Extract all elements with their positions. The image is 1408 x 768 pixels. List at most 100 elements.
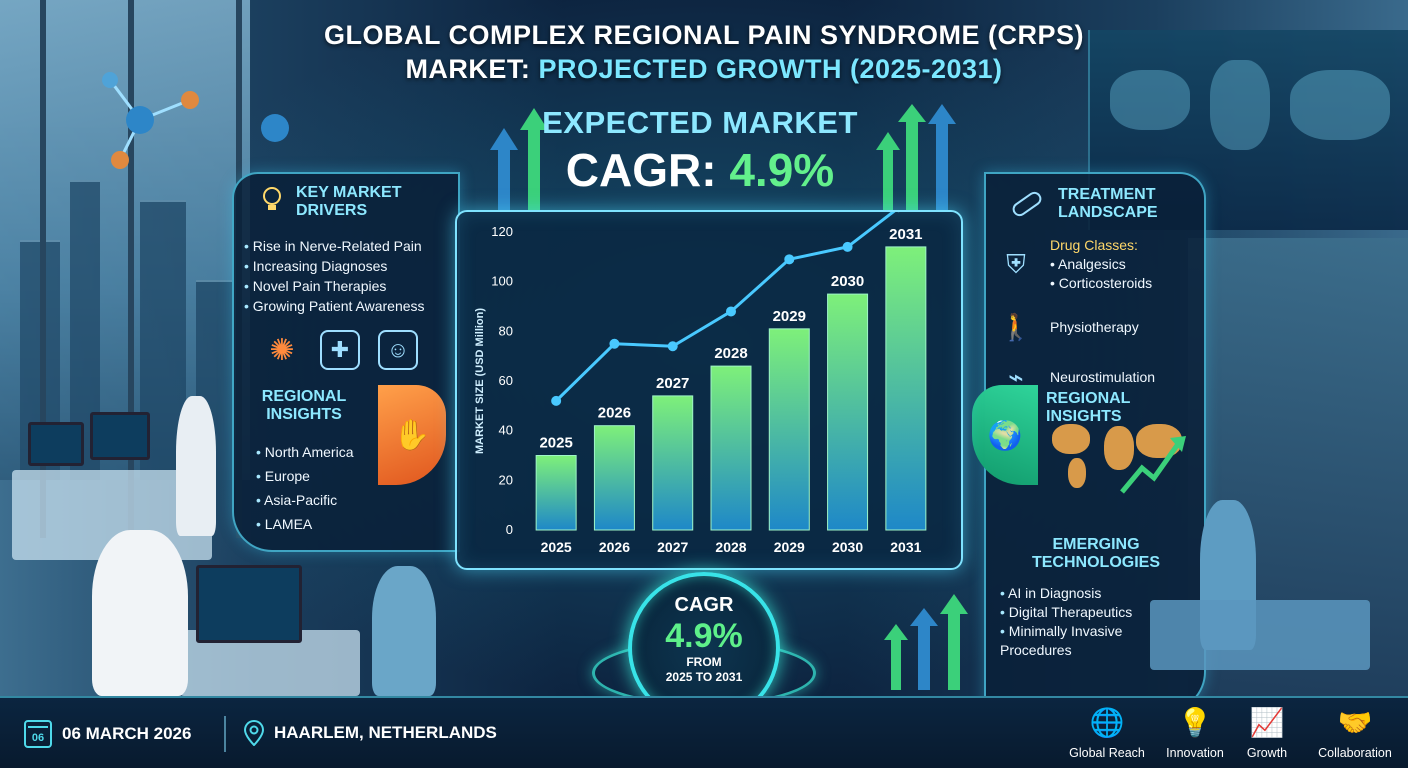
globe-grid-icon: 🌐 bbox=[1089, 706, 1125, 738]
list-item: Novel Pain Therapies bbox=[244, 276, 450, 296]
world-map-icon bbox=[1048, 418, 1188, 498]
headline-cagr-value: 4.9% bbox=[729, 144, 835, 196]
key-drivers-section: KEY MARKET DRIVERS Rise in Nerve-Related… bbox=[244, 184, 450, 370]
location-pin-icon bbox=[244, 720, 264, 746]
headline: EXPECTED MARKET CAGR: 4.9% bbox=[470, 105, 930, 197]
feature-collaboration: 🤝 Collaboration bbox=[1310, 702, 1400, 761]
y-tick-label: 20 bbox=[499, 472, 513, 487]
list-item: LAMEA bbox=[256, 512, 364, 536]
regional-insights-left: REGIONAL INSIGHTS North America Europe A… bbox=[244, 388, 364, 536]
divider bbox=[224, 716, 226, 752]
trend-point bbox=[784, 254, 795, 265]
y-tick-label: 0 bbox=[506, 522, 513, 537]
event-date: 06 06 MARCH 2026 bbox=[24, 720, 191, 748]
neurostimulation-label: Neurostimulation bbox=[1050, 368, 1156, 385]
y-tick-label: 100 bbox=[491, 274, 513, 289]
feature-global-reach: 🌐 Global Reach bbox=[1062, 702, 1152, 761]
bar bbox=[710, 365, 752, 531]
title-line-2: MARKET: PROJECTED GROWTH (2025-2031) bbox=[405, 54, 1003, 84]
patient-group-icon: ☺ bbox=[378, 330, 418, 370]
drivers-icons-row: ✺ ✚ ☺ bbox=[244, 330, 450, 370]
list-item: Increasing Diagnoses bbox=[244, 256, 450, 276]
bar-data-label: 2028 bbox=[714, 345, 747, 362]
cagr-badge-range: 2025 TO 2031 bbox=[665, 670, 743, 684]
drug-classes-label: Drug Classes: bbox=[1050, 237, 1138, 253]
feature-innovation: 💡 Innovation bbox=[1150, 702, 1240, 761]
walking-person-icon: 🚶 bbox=[999, 311, 1033, 342]
list-item: • Corticosteroids bbox=[1050, 275, 1153, 291]
drug-classes-row: ⛨ Drug Classes: • Analgesics • Corticost… bbox=[996, 236, 1196, 293]
regional-insights-title: REGIONAL INSIGHTS bbox=[261, 388, 347, 423]
up-arrows-icon bbox=[884, 594, 968, 690]
footer-bar: 06 06 MARCH 2026 HAARLEM, NETHERLANDS bbox=[0, 696, 1408, 768]
list-item: Minimally Invasive Procedures bbox=[1000, 622, 1196, 660]
regional-insights-right: REGIONAL INSIGHTS bbox=[996, 390, 1196, 426]
list-item: Digital Therapeutics bbox=[1000, 603, 1196, 622]
doctor-figure bbox=[92, 530, 188, 696]
neurostimulation-row: ⌁ Neurostimulation bbox=[996, 357, 1196, 397]
bar-data-label: 2027 bbox=[656, 375, 689, 392]
emerging-technologies-section: EMERGING TECHNOLOGIES AI in Diagnosis Di… bbox=[996, 536, 1196, 660]
regional-insights-right-title: REGIONAL INSIGHTS bbox=[1046, 390, 1131, 425]
y-axis-label: MARKET SIZE (USD Million) bbox=[474, 308, 486, 454]
lightbulb-icon bbox=[263, 187, 281, 210]
bar bbox=[827, 293, 869, 531]
list-item: Growing Patient Awareness bbox=[244, 296, 450, 316]
bar-data-label: 2026 bbox=[598, 405, 631, 422]
x-tick-label: 2027 bbox=[657, 539, 688, 555]
neurostimulation-device-icon: ⌁ bbox=[1008, 361, 1024, 392]
trend-arrow-icon bbox=[1120, 436, 1186, 494]
list-item: AI in Diagnosis bbox=[1000, 584, 1196, 603]
bar bbox=[768, 328, 810, 531]
cagr-badge-from: FROM bbox=[686, 655, 722, 669]
cagr-badge-value: 4.9% bbox=[665, 617, 743, 655]
x-tick-label: 2028 bbox=[715, 539, 746, 555]
trend-point bbox=[551, 395, 562, 406]
trend-point bbox=[726, 306, 736, 317]
key-drivers-title: KEY MARKET DRIVERS bbox=[296, 184, 402, 219]
list-item: • Analgesics bbox=[1050, 256, 1126, 272]
cagr-badge-label: CAGR bbox=[674, 594, 734, 616]
handshake-icon: 🤝 bbox=[1337, 706, 1373, 738]
clipboard-icon: ✚ bbox=[320, 330, 360, 370]
treatment-landscape-section: TREATMENT LANDSCAPE ⛨ Drug Classes: • An… bbox=[996, 186, 1196, 397]
monitor bbox=[90, 412, 150, 460]
chart-frame: MARKET SIZE (USD Million) 0 20 40 60 80 100 120… bbox=[455, 210, 963, 570]
key-drivers-list: Rise in Nerve-Related Pain Increasing Di… bbox=[244, 236, 450, 316]
shield-cross-icon: ⛨ bbox=[1006, 248, 1026, 279]
monitor bbox=[196, 565, 302, 643]
trend-point bbox=[609, 338, 620, 349]
main-title: GLOBAL COMPLEX REGIONAL PAIN SYNDROME (C… bbox=[0, 18, 1408, 86]
title-line-1: GLOBAL COMPLEX REGIONAL PAIN SYNDROME (C… bbox=[323, 20, 1085, 50]
regions-list: North America Europe Asia-Pacific LAMEA bbox=[244, 440, 364, 536]
bar bbox=[885, 246, 927, 531]
y-tick-label: 60 bbox=[499, 373, 513, 388]
molecule-icon bbox=[102, 72, 289, 169]
y-tick-label: 80 bbox=[499, 323, 513, 338]
feature-growth: 📈 Growth bbox=[1222, 702, 1312, 761]
treatment-landscape-title: TREATMENT LANDSCAPE bbox=[1058, 186, 1158, 221]
bar-data-label: 2029 bbox=[773, 308, 806, 325]
list-item: Asia-Pacific bbox=[256, 488, 364, 512]
list-item: Rise in Nerve-Related Pain bbox=[244, 236, 450, 256]
list-item: Europe bbox=[256, 464, 364, 488]
nerve-icon: ✺ bbox=[269, 333, 295, 367]
calendar-icon: 06 bbox=[24, 720, 52, 748]
physiotherapy-label: Physiotherapy bbox=[1050, 318, 1139, 335]
physiotherapy-row: 🚶 Physiotherapy bbox=[996, 307, 1196, 347]
bar-data-label: 2025 bbox=[539, 435, 572, 452]
market-size-chart: MARKET SIZE (USD Million) 0 20 40 60 80 100 120… bbox=[474, 212, 927, 555]
up-arrows-icon bbox=[490, 108, 548, 210]
trend-point bbox=[842, 241, 853, 252]
bar bbox=[535, 455, 577, 531]
event-location-text: HAARLEM, NETHERLANDS bbox=[274, 723, 497, 742]
pill-icon bbox=[1012, 191, 1042, 217]
x-tick-label: 2025 bbox=[541, 539, 572, 555]
x-tick-label: 2031 bbox=[890, 539, 921, 555]
bar-data-label: 2031 bbox=[889, 226, 922, 243]
emerging-technologies-list: AI in Diagnosis Digital Therapeutics Min… bbox=[996, 584, 1196, 660]
bar-data-label: 2030 bbox=[831, 273, 864, 290]
hospital-bed bbox=[1150, 600, 1370, 670]
bar bbox=[652, 395, 694, 531]
x-tick-label: 2026 bbox=[599, 539, 630, 555]
